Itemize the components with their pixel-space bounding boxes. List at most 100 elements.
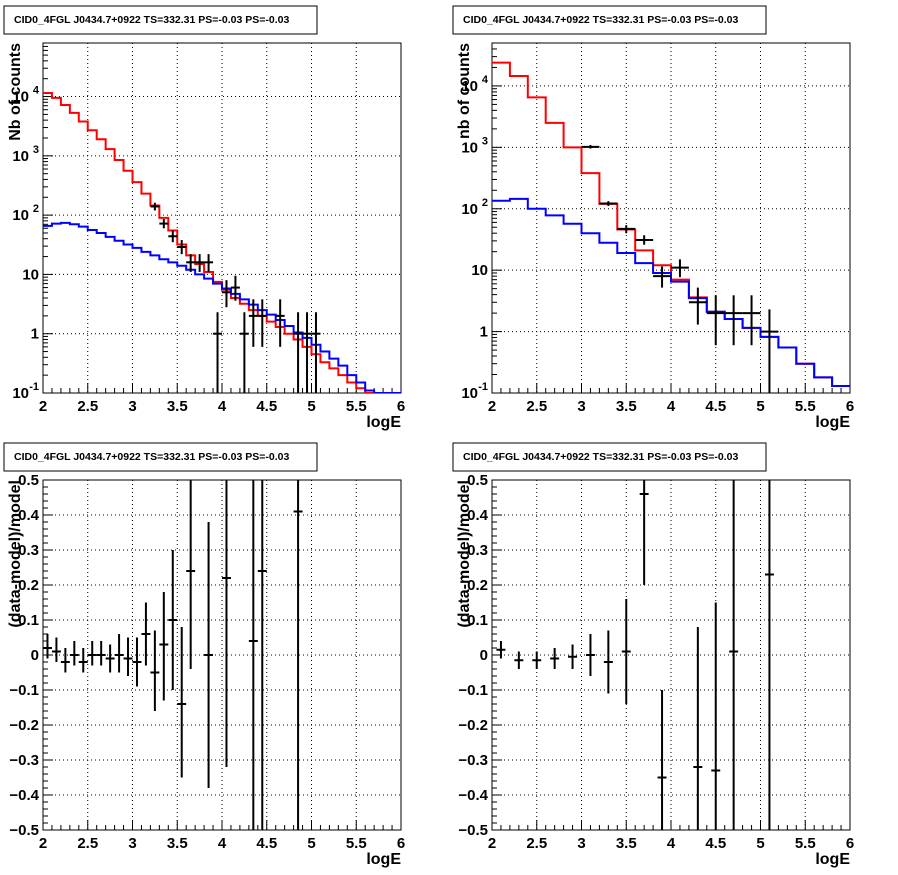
- data-point: [760, 309, 779, 393]
- data-point: [639, 480, 649, 585]
- data-point: [222, 280, 231, 308]
- data-point: [105, 644, 115, 673]
- y-tick-label: −0.5: [458, 822, 488, 839]
- chart-title: CID0_4FGL J0434.7+0922 TS=332.31 PS=-0.0…: [463, 451, 738, 463]
- x-tick-label: 6: [397, 835, 405, 852]
- x-tick-label: 2.5: [77, 398, 98, 415]
- y-tick-exponent: 2: [482, 197, 488, 209]
- x-tick-label: 3: [128, 835, 136, 852]
- x-tick-label: 5.5: [795, 835, 816, 852]
- data-point: [581, 145, 600, 149]
- y-tick-label: 10: [12, 385, 29, 402]
- data-point: [671, 259, 689, 278]
- data-point: [617, 225, 636, 234]
- resid-left-panel: 2 2.5 3 3.5 4 4.5 5 5.5 6 −0.5 −0.4 −0.3 −0.2 −0.1 0 0.…: [3, 442, 405, 868]
- title-box: [3, 442, 318, 472]
- data-point: [248, 480, 258, 830]
- x-tick-label: 5: [307, 398, 315, 415]
- y-tick-label: 10: [22, 266, 39, 283]
- x-tick-label: 4: [667, 835, 676, 852]
- y-tick-label: −0.4: [9, 787, 39, 804]
- y-tick-label: 0.3: [18, 542, 39, 559]
- x-axis-label: logE: [366, 851, 401, 868]
- x-tick-label: 3.5: [616, 835, 637, 852]
- x-tick-label: 6: [846, 835, 854, 852]
- x-tick-label: 3: [577, 398, 585, 415]
- x-tick-label: 2: [488, 835, 496, 852]
- x-tick-label: 5.5: [346, 398, 367, 415]
- data-point: [653, 266, 671, 288]
- y-axis-label: nb of counts: [456, 43, 473, 139]
- y-axis-label: Nb of counts: [7, 43, 24, 141]
- y-tick-label: −0.3: [458, 752, 488, 769]
- y-tick-exponent: 4: [33, 85, 40, 97]
- y-tick-exponent: -1: [29, 381, 39, 393]
- data-point: [87, 641, 97, 666]
- data-point: [168, 550, 178, 690]
- y-axis-label: (data-model)/model: [456, 480, 473, 628]
- data-point: [204, 522, 214, 788]
- data-point: [764, 480, 774, 830]
- y-tick-exponent: 3: [33, 144, 39, 156]
- data-point: [742, 295, 761, 346]
- x-tick-label: 5: [756, 835, 764, 852]
- data-point: [132, 637, 142, 687]
- data-point: [711, 602, 721, 830]
- y-tick-label: −0.2: [458, 717, 488, 734]
- data-point: [293, 480, 303, 830]
- data-point: [177, 627, 187, 778]
- y-tick-label: −0.4: [458, 787, 488, 804]
- y-tick-label: 0.5: [467, 472, 488, 489]
- data-point: [724, 295, 743, 346]
- data-point: [311, 312, 321, 393]
- data-point: [43, 634, 52, 659]
- plot-content: [492, 61, 850, 393]
- data-point: [114, 634, 124, 673]
- chart-title: CID0_4FGL J0434.7+0922 TS=332.31 PS=-0.0…: [14, 14, 289, 26]
- data-point: [729, 480, 739, 830]
- data-point: [222, 480, 231, 767]
- data-point: [585, 634, 595, 676]
- data-point: [257, 299, 267, 347]
- data-point: [69, 641, 79, 666]
- x-tick-label: 4: [218, 835, 227, 852]
- y-tick-label: 1: [31, 326, 39, 343]
- data-point: [78, 648, 88, 673]
- y-tick-exponent: 2: [33, 203, 39, 215]
- x-tick-label: 4.5: [256, 835, 277, 852]
- y-tick-label: 0: [480, 647, 488, 664]
- x-tick-label: 5: [307, 835, 315, 852]
- x-tick-label: 3: [577, 835, 585, 852]
- y-tick-label: 10: [471, 262, 488, 279]
- x-tick-label: 5.5: [346, 835, 367, 852]
- x-tick-label: 6: [397, 398, 405, 415]
- data-point: [599, 201, 618, 206]
- y-tick-label: −0.3: [9, 752, 39, 769]
- data-point: [123, 637, 133, 676]
- y-tick-label: 10: [461, 78, 478, 95]
- x-tick-label: 4: [667, 398, 676, 415]
- x-tick-label: 2.5: [77, 835, 98, 852]
- x-tick-label: 2: [39, 398, 47, 415]
- x-axis-label: logE: [366, 414, 401, 431]
- data-point: [230, 275, 240, 301]
- data-point: [293, 312, 303, 393]
- data-point: [568, 644, 578, 669]
- x-tick-label: 6: [846, 398, 854, 415]
- x-tick-label: 4.5: [705, 398, 726, 415]
- model_bkg-step-line: [492, 197, 850, 388]
- x-tick-label: 4: [218, 398, 227, 415]
- y-tick-label: 10: [12, 89, 29, 106]
- x-tick-label: 2.5: [526, 398, 547, 415]
- x-tick-label: 5.5: [795, 398, 816, 415]
- y-tick-exponent: 4: [482, 74, 489, 86]
- y-tick-label: −0.1: [458, 682, 488, 699]
- x-tick-label: 3: [128, 398, 136, 415]
- data-point: [177, 240, 187, 255]
- y-tick-label: 10: [461, 139, 478, 156]
- data-point: [532, 651, 542, 669]
- data-point: [257, 480, 267, 830]
- model_bkg-step-line: [43, 221, 401, 393]
